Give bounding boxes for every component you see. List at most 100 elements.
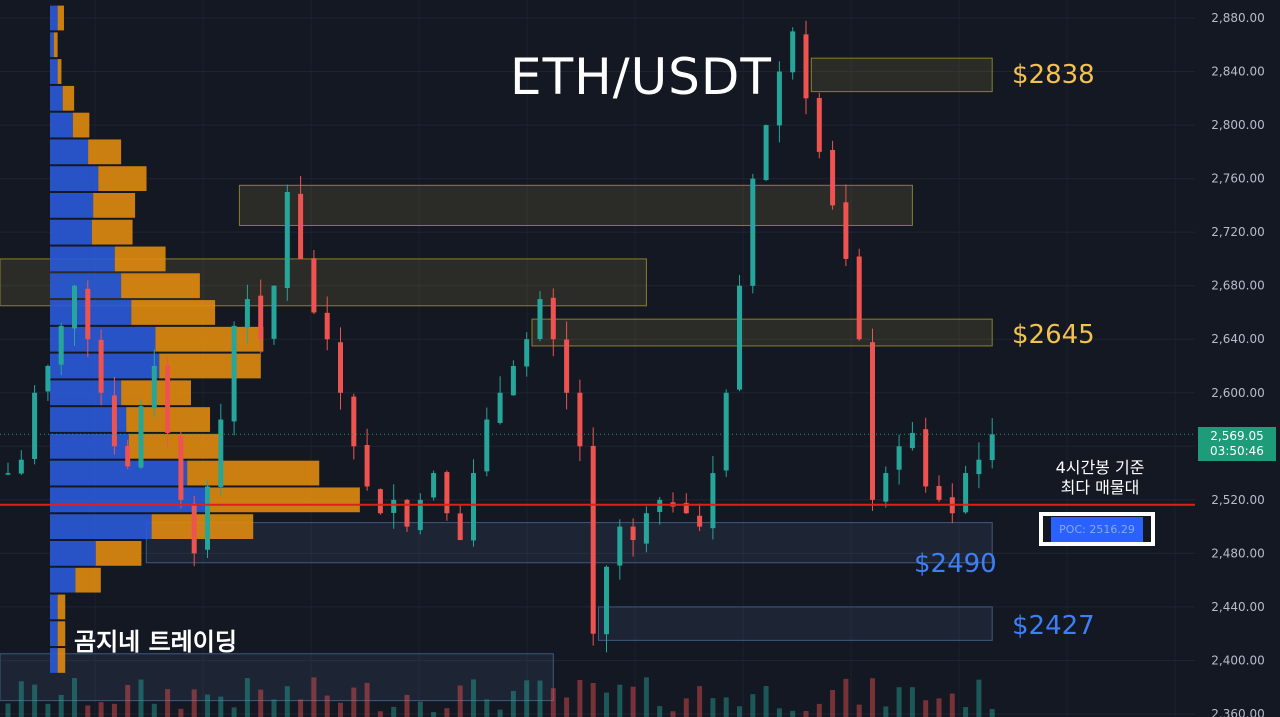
candle-body bbox=[697, 515, 703, 527]
y-tick-label: 2,520.00 bbox=[1211, 493, 1264, 507]
candle-body bbox=[165, 365, 171, 433]
volume-profile-bar-down bbox=[57, 5, 64, 31]
volume-profile-bar-down bbox=[95, 541, 142, 566]
poc-label: POC: 2516.29 bbox=[1051, 516, 1143, 542]
price-label-2427: $2427 bbox=[1012, 611, 1095, 641]
candle-body bbox=[111, 395, 117, 447]
candle-body bbox=[484, 419, 490, 472]
price-label-2490: $2490 bbox=[914, 549, 997, 579]
volume-bar bbox=[191, 689, 197, 717]
volume-bar bbox=[151, 703, 157, 717]
volume-bar bbox=[843, 678, 849, 717]
candle-body bbox=[630, 526, 636, 540]
candle-body bbox=[364, 445, 370, 487]
candle-body bbox=[643, 513, 649, 544]
volume-bar bbox=[417, 701, 423, 717]
candle-body bbox=[471, 473, 476, 541]
candle-body bbox=[151, 366, 157, 409]
volume-bar bbox=[989, 708, 995, 717]
volume-profile-bar-down bbox=[57, 59, 62, 84]
candle-body bbox=[98, 339, 104, 393]
poc-annotation-line1: 4시간봉 기준 bbox=[1055, 458, 1145, 477]
y-tick-label: 2,720.00 bbox=[1211, 225, 1264, 239]
volume-bar bbox=[617, 684, 623, 717]
volume-bar bbox=[125, 684, 131, 717]
volume-bar bbox=[32, 684, 38, 717]
candle-body bbox=[963, 473, 969, 513]
candle-body bbox=[657, 499, 663, 512]
volume-bar bbox=[324, 695, 330, 717]
volume-profile-bar-down bbox=[187, 460, 320, 486]
candle-body bbox=[431, 473, 437, 498]
volume-bar bbox=[351, 687, 357, 717]
y-tick-label: 2,680.00 bbox=[1211, 279, 1264, 293]
volume-bar bbox=[510, 690, 516, 717]
volume-bar bbox=[298, 699, 304, 717]
volume-bar bbox=[484, 699, 490, 717]
candle-body bbox=[457, 513, 463, 540]
volume-profile-bar-down bbox=[98, 166, 147, 191]
candle-body bbox=[444, 472, 450, 514]
demand-zone bbox=[598, 606, 993, 641]
volume-profile-bar-down bbox=[128, 433, 221, 459]
volume-profile-bar-up bbox=[50, 300, 132, 325]
volume-profile-bar-down bbox=[121, 273, 200, 299]
supply-zone bbox=[810, 57, 993, 93]
candle-body bbox=[710, 473, 716, 529]
candle-body bbox=[351, 396, 357, 447]
candle-body bbox=[45, 366, 51, 392]
candle-body bbox=[856, 256, 862, 340]
volume-bar bbox=[431, 711, 437, 717]
volume-profile-bar-up bbox=[50, 5, 58, 31]
volume-profile-bar-up bbox=[50, 380, 122, 406]
volume-profile-bar-up bbox=[50, 594, 58, 620]
volume-bar bbox=[550, 688, 556, 717]
volume-bar bbox=[803, 710, 809, 717]
volume-bar bbox=[949, 693, 955, 717]
candle-body bbox=[524, 339, 530, 367]
y-tick-label: 2,600.00 bbox=[1211, 386, 1264, 400]
candle-body bbox=[58, 325, 64, 365]
candle-body bbox=[776, 71, 782, 126]
volume-bar bbox=[723, 697, 729, 717]
volume-profile-bar-up bbox=[50, 193, 94, 218]
volume-bar bbox=[830, 690, 836, 717]
volume-bar bbox=[604, 692, 609, 717]
volume-bar bbox=[963, 707, 969, 717]
volume-bar bbox=[923, 700, 929, 717]
volume-bar bbox=[763, 686, 769, 717]
volume-bar bbox=[643, 677, 649, 717]
volume-bar bbox=[630, 686, 636, 717]
volume-profile-bar-up bbox=[50, 112, 73, 138]
candle-body bbox=[138, 406, 144, 468]
volume-bar bbox=[85, 705, 91, 717]
last-price-tag: 2,569.05 03:50:46 bbox=[1198, 427, 1276, 461]
y-tick-label: 2,760.00 bbox=[1211, 172, 1264, 186]
volume-bar bbox=[870, 678, 875, 717]
candle-body bbox=[218, 419, 224, 487]
volume-profile-bar-down bbox=[88, 139, 122, 165]
candle-body bbox=[191, 503, 197, 554]
volume-bar bbox=[111, 703, 117, 717]
volume-bar bbox=[284, 686, 290, 717]
candle-body bbox=[231, 325, 237, 422]
y-tick-label: 2,800.00 bbox=[1211, 118, 1264, 132]
volume-profile-bar-down bbox=[62, 85, 75, 111]
volume-profile-bar-up bbox=[50, 59, 58, 84]
volume-bar bbox=[590, 682, 596, 717]
volume-bar bbox=[856, 704, 862, 717]
y-tick-label: 2,440.00 bbox=[1211, 600, 1264, 614]
candle-body bbox=[843, 202, 849, 259]
candle-body bbox=[750, 178, 756, 286]
candle-body bbox=[72, 285, 77, 329]
candle-body bbox=[284, 192, 290, 288]
volume-bar bbox=[936, 698, 942, 717]
y-tick-label: 2,400.00 bbox=[1211, 653, 1264, 667]
volume-bar bbox=[391, 706, 397, 717]
volume-bar bbox=[816, 703, 822, 717]
volume-bar bbox=[244, 678, 250, 717]
volume-bar bbox=[497, 709, 503, 717]
candle-body bbox=[550, 297, 556, 340]
candle-body bbox=[205, 486, 210, 550]
